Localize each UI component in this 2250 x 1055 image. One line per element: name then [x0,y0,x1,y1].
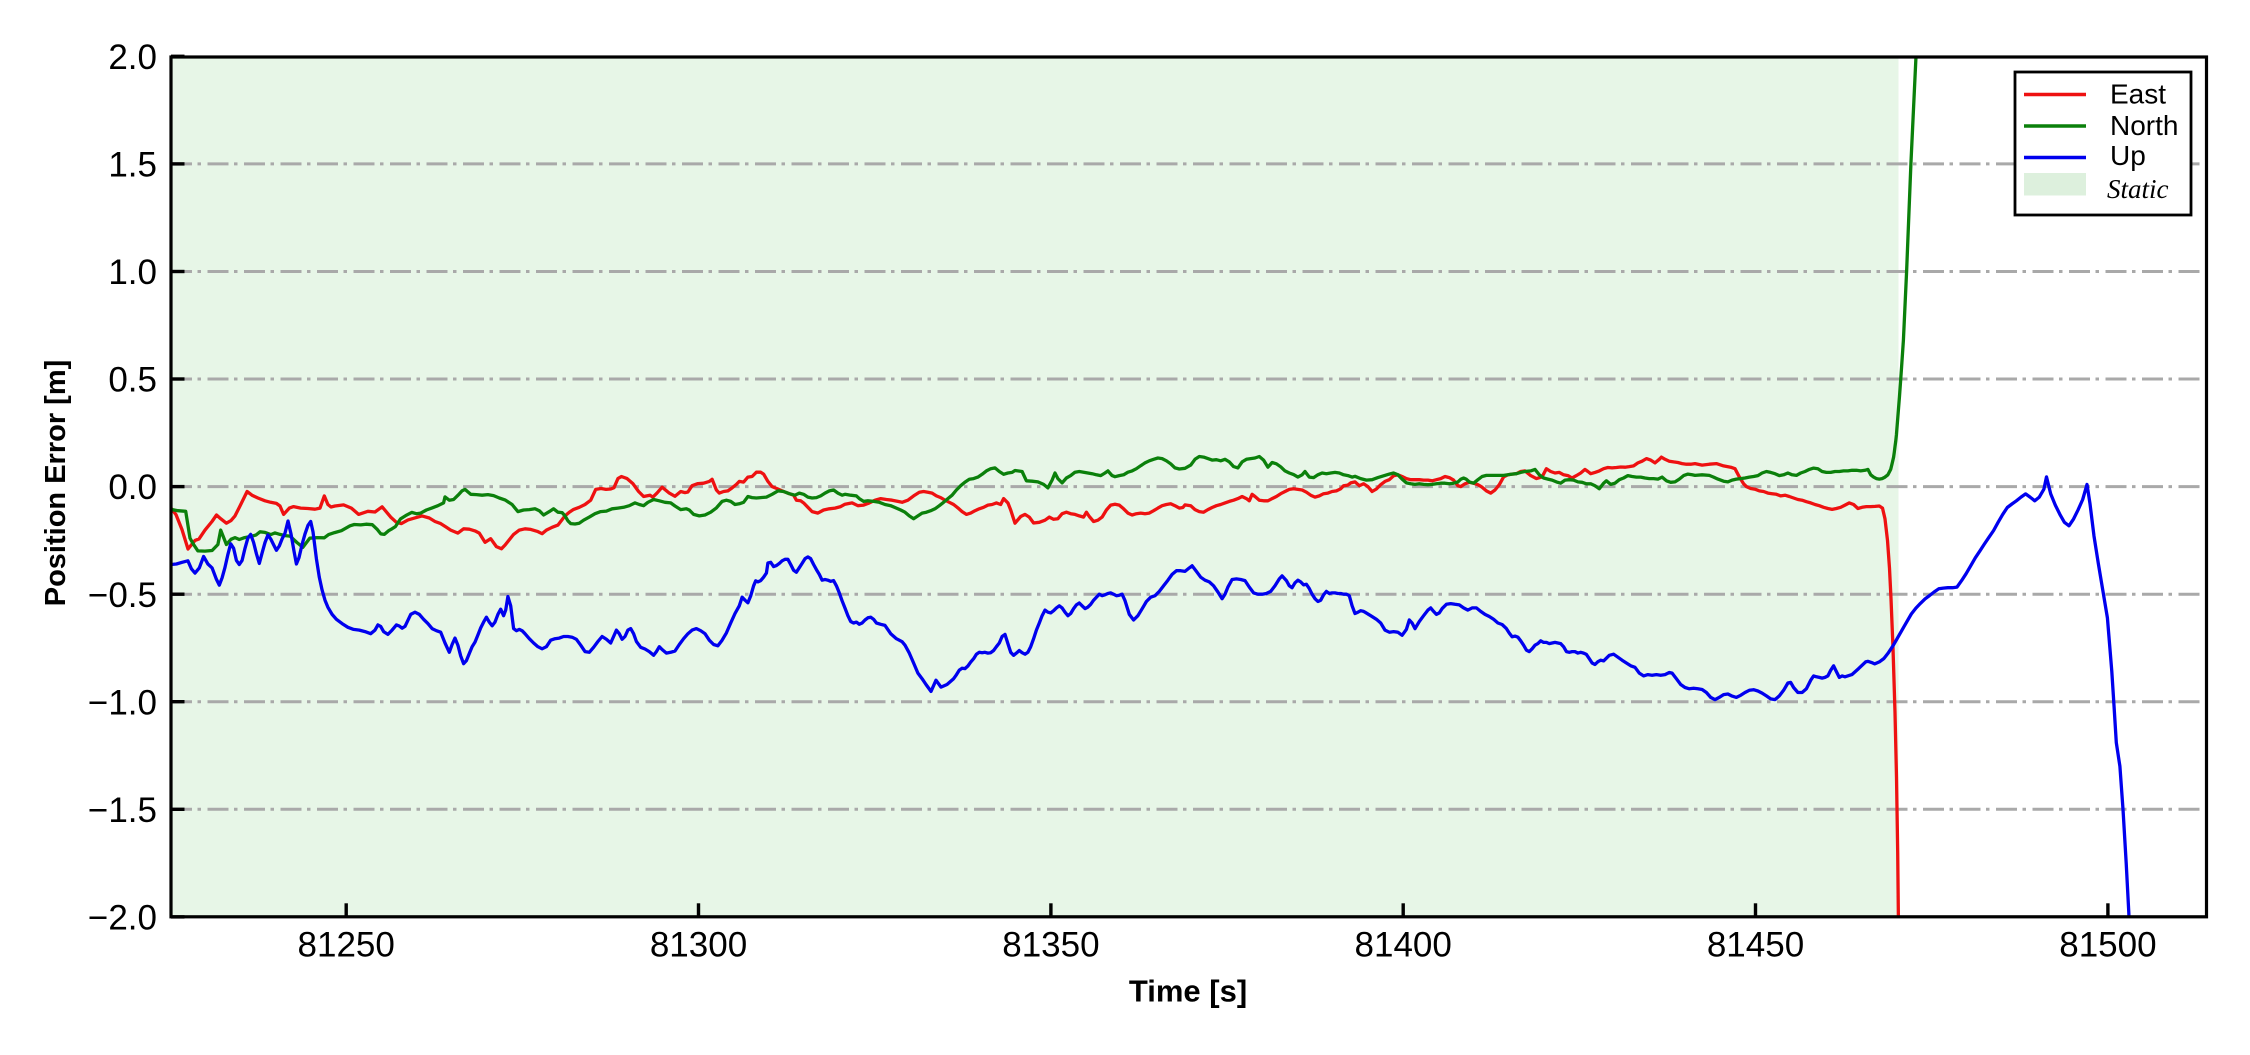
svg-text:Position Error [m]: Position Error [m] [40,360,72,607]
svg-text:Up: Up [2110,140,2146,171]
svg-text:1.0: 1.0 [108,253,157,292]
svg-text:81400: 81400 [1355,926,1452,965]
svg-text:1.5: 1.5 [108,146,157,185]
svg-text:−2.0: −2.0 [88,899,157,938]
svg-text:Static: Static [2107,174,2169,204]
svg-text:81250: 81250 [298,926,395,965]
svg-text:2.0: 2.0 [108,38,157,77]
svg-text:0.0: 0.0 [108,468,157,507]
svg-text:−1.0: −1.0 [88,683,157,722]
svg-text:−0.5: −0.5 [88,576,157,615]
svg-text:Time [s]: Time [s] [1129,974,1247,1009]
svg-text:81450: 81450 [1707,926,1804,965]
svg-text:81300: 81300 [650,926,747,965]
svg-text:North: North [2110,110,2178,141]
svg-text:−1.5: −1.5 [88,791,157,830]
svg-text:81500: 81500 [2059,926,2156,965]
svg-text:81350: 81350 [1002,926,1099,965]
svg-text:East: East [2110,79,2166,110]
svg-text:0.5: 0.5 [108,361,157,400]
